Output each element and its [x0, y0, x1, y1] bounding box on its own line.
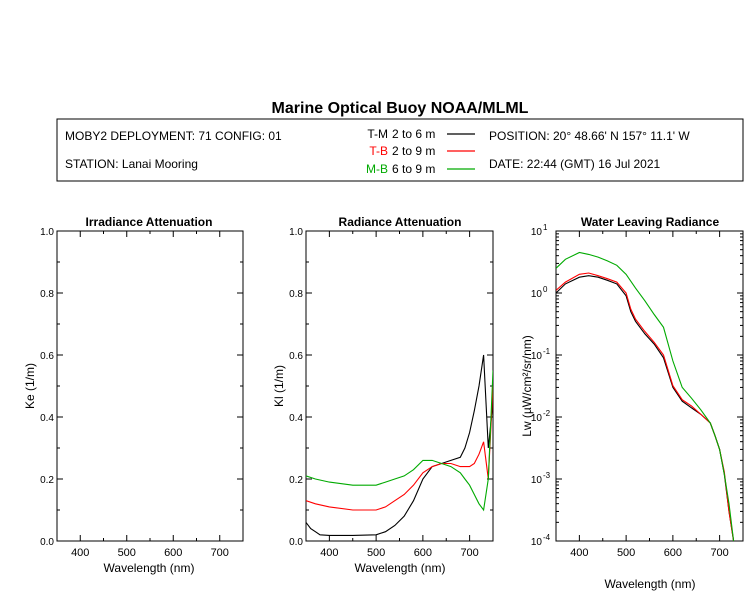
y-tick-exponent: 0: [543, 285, 548, 294]
series-line-t-m: [306, 354, 493, 536]
main-title: Marine Optical Buoy NOAA/MLML: [272, 100, 529, 117]
legend-label-tm: T-M: [367, 127, 388, 141]
series-line-m-b: [306, 370, 493, 512]
y-tick-label: 0.4: [40, 413, 54, 424]
legend-range-tb: 2 to 9 m: [392, 144, 435, 158]
y-tick-label: 0.6: [289, 351, 303, 362]
y-tick-exponent: -1: [543, 347, 551, 356]
x-tick-label: 700: [710, 547, 728, 559]
y-tick-exponent: 1: [543, 223, 548, 232]
plot-frame: [555, 230, 744, 542]
header-box: [56, 118, 744, 182]
series-line-m-b: [556, 251, 735, 541]
y-tick-label: 0.0: [40, 537, 54, 548]
y-tick-exponent: -3: [543, 471, 551, 480]
position-text: POSITION: 20° 48.66' N 157° 11.1' W: [489, 129, 690, 143]
y-axis-label: Kl (1/m): [272, 365, 286, 407]
x-tick-label: 700: [460, 547, 478, 559]
y-tick-label: 10: [531, 289, 543, 300]
x-tick-label: 700: [211, 547, 229, 559]
x-tick-label: 600: [664, 547, 682, 559]
panel-title: Water Leaving Radiance: [581, 215, 720, 229]
y-axis-label: Ke (1/m): [23, 363, 37, 409]
series-line-t-b: [306, 385, 493, 511]
legend-range-mb: 6 to 9 m: [392, 162, 435, 176]
water-leaving-panel: Water Leaving Radiance Wavelength (nm) L…: [520, 215, 744, 591]
y-tick-label: 0.2: [40, 475, 54, 486]
y-tick-exponent: -2: [543, 409, 551, 418]
y-axis-label: Lw (µW/cm²/sr/nm): [520, 335, 534, 437]
y-tick-label: 10: [531, 537, 543, 548]
legend: T-M 2 to 6 m T-B 2 to 9 m M-B 6 to 9 m: [366, 127, 475, 176]
x-tick-label: 600: [164, 547, 182, 559]
x-tick-label: 600: [414, 547, 432, 559]
irradiance-panel: Irradiance Attenuation Wavelength (nm) K…: [23, 215, 244, 575]
panel-title: Radiance Attenuation: [339, 215, 462, 229]
plot-frame: [305, 230, 494, 542]
legend-label-tb: T-B: [369, 144, 388, 158]
series-line-t-b: [556, 272, 735, 541]
x-tick-label: 400: [320, 547, 338, 559]
y-tick-label: 0.6: [40, 351, 54, 362]
x-axis-label: Wavelength (nm): [605, 577, 696, 591]
series-line-t-m: [556, 275, 735, 541]
panel-title: Irradiance Attenuation: [86, 215, 213, 229]
y-tick-label: 10: [531, 351, 543, 362]
legend-label-mb: M-B: [366, 162, 388, 176]
y-tick-label: 0.8: [40, 289, 54, 300]
y-tick-label: 1.0: [289, 227, 303, 238]
x-tick-label: 500: [118, 547, 136, 559]
y-tick-label: 10: [531, 413, 543, 424]
legend-range-tm: 2 to 6 m: [392, 127, 435, 141]
x-tick-label: 500: [367, 547, 385, 559]
y-tick-label: 10: [531, 475, 543, 486]
x-tick-label: 400: [570, 547, 588, 559]
plot-frame: [56, 230, 244, 542]
y-tick-label: 10: [531, 227, 543, 238]
y-tick-exponent: -4: [543, 533, 551, 542]
x-axis-label: Wavelength (nm): [104, 561, 195, 575]
x-axis-label: Wavelength (nm): [355, 561, 446, 575]
date-text: DATE: 22:44 (GMT) 16 Jul 2021: [489, 157, 661, 171]
y-tick-label: 0.4: [289, 413, 303, 424]
y-tick-label: 0.2: [289, 475, 303, 486]
x-tick-label: 500: [617, 547, 635, 559]
y-tick-label: 0.0: [289, 537, 303, 548]
y-tick-label: 1.0: [40, 227, 54, 238]
y-tick-label: 0.8: [289, 289, 303, 300]
station-text: STATION: Lanai Mooring: [65, 157, 198, 171]
deployment-text: MOBY2 DEPLOYMENT: 71 CONFIG: 01: [65, 129, 282, 143]
radiance-panel: Radiance Attenuation Wavelength (nm) Kl …: [272, 215, 494, 575]
x-tick-label: 400: [71, 547, 89, 559]
